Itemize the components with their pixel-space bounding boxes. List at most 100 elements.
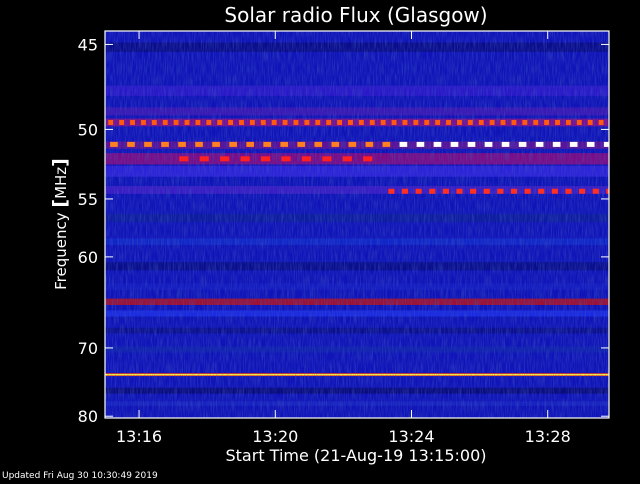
pulse-mark-0-41 xyxy=(555,119,560,125)
pulse-mark-0-13 xyxy=(249,119,255,125)
pulse-mark-0-5 xyxy=(162,119,168,125)
pulse-mark-0-42 xyxy=(565,119,571,125)
chart-title: Solar radio Flux (Glasgow) xyxy=(224,3,487,27)
pulse-mark-0-21 xyxy=(337,119,343,125)
pulse-mark-0-38 xyxy=(522,119,528,125)
pulse-mark-4-3 xyxy=(429,188,436,194)
pulse-mark-4-14 xyxy=(579,188,586,194)
pulse-mark-3-3 xyxy=(240,156,250,162)
pulse-mark-0-12 xyxy=(239,119,244,125)
pulse-mark-0-20 xyxy=(326,119,332,125)
pulse-mark-1-8 xyxy=(246,141,254,147)
pulse-mark-2-3 xyxy=(450,141,459,147)
pulse-mark-0-1 xyxy=(119,119,125,125)
pulse-mark-2-8 xyxy=(535,141,544,147)
updated-timestamp: Updated Fri Aug 30 10:30:49 2019 xyxy=(2,471,158,480)
pulse-mark-0-17 xyxy=(293,119,299,125)
pulse-mark-4-15 xyxy=(592,188,599,194)
pulse-row-2 xyxy=(399,141,609,147)
pulse-mark-0-29 xyxy=(424,119,430,125)
pulse-mark-0-6 xyxy=(173,119,179,125)
pulse-mark-1-16 xyxy=(382,141,391,147)
pulse-mark-1-4 xyxy=(178,141,186,147)
pulse-mark-0-40 xyxy=(544,119,550,125)
pulse-mark-0-27 xyxy=(402,119,408,125)
pulse-mark-0-3 xyxy=(140,119,146,125)
y-tick-label-4: 70 xyxy=(78,339,98,358)
pulse-mark-0-25 xyxy=(380,119,386,125)
pulse-mark-0-0 xyxy=(108,119,114,125)
pulse-mark-3-5 xyxy=(281,156,291,162)
pulse-mark-0-22 xyxy=(348,119,353,125)
pulse-mark-2-6 xyxy=(501,141,510,147)
pulse-mark-1-7 xyxy=(229,141,237,147)
pulse-mark-0-11 xyxy=(228,119,234,125)
pulse-mark-4-16 xyxy=(606,188,609,194)
y-axis: 45 50 55 60 70 80 xyxy=(78,35,609,426)
pulse-mark-0-36 xyxy=(500,119,506,125)
pulse-row-0 xyxy=(108,119,604,125)
pulse-mark-1-1 xyxy=(127,141,135,147)
pulse-mark-0-28 xyxy=(413,119,419,125)
y-tick-label-2: 55 xyxy=(78,190,98,209)
x-axis: 13:16 13:20 13:24 13:28 xyxy=(116,31,571,446)
pulse-mark-3-0 xyxy=(179,156,189,162)
pulse-mark-1-13 xyxy=(331,141,340,147)
pulse-mark-4-6 xyxy=(470,188,477,194)
pulse-mark-1-12 xyxy=(314,141,323,147)
pulse-mark-0-35 xyxy=(489,119,495,125)
pulse-mark-1-2 xyxy=(144,141,152,147)
x-tick-label-1: 13:20 xyxy=(252,427,298,446)
y-axis-label-text: Frequency xyxy=(52,208,70,290)
pulse-mark-2-10 xyxy=(569,141,578,147)
pulse-mark-0-14 xyxy=(260,119,266,125)
pulse-mark-1-6 xyxy=(212,141,220,147)
plot-area xyxy=(105,31,609,418)
pulse-rows xyxy=(108,119,609,194)
y-axis-label-unit: MHz xyxy=(52,167,70,199)
x-tick-label-3: 13:28 xyxy=(525,427,571,446)
pulse-mark-4-5 xyxy=(456,188,463,194)
pulse-mark-0-7 xyxy=(184,119,190,125)
pulse-mark-1-5 xyxy=(195,141,203,147)
pulse-mark-4-11 xyxy=(538,188,545,194)
pulse-mark-0-30 xyxy=(435,119,441,125)
y-axis-bracket-close: ] xyxy=(49,158,71,167)
pulse-mark-3-6 xyxy=(301,156,312,162)
pulse-mark-3-9 xyxy=(363,156,373,162)
pulse-mark-4-10 xyxy=(524,188,531,194)
pulse-mark-4-1 xyxy=(401,188,409,194)
pulse-mark-0-24 xyxy=(369,119,375,125)
pulse-mark-0-10 xyxy=(217,119,223,125)
pulse-mark-2-1 xyxy=(416,141,425,147)
pulse-mark-0-23 xyxy=(358,119,364,125)
pulse-mark-1-15 xyxy=(365,141,374,147)
pulse-mark-2-7 xyxy=(518,141,527,147)
y-tick-label-3: 60 xyxy=(78,248,98,267)
pulse-mark-0-19 xyxy=(315,119,321,125)
pulse-row-1 xyxy=(110,141,391,147)
pulse-mark-4-12 xyxy=(551,188,558,194)
pulse-mark-0-26 xyxy=(391,119,397,125)
x-tick-label-0: 13:16 xyxy=(116,427,162,446)
pulse-mark-2-2 xyxy=(433,141,442,147)
pulse-mark-0-9 xyxy=(206,119,212,125)
pulse-mark-0-39 xyxy=(533,119,539,125)
pulse-mark-3-8 xyxy=(342,156,352,162)
y-tick-label-0: 45 xyxy=(78,35,98,54)
pulse-mark-0-8 xyxy=(195,119,201,125)
y-tick-label-5: 80 xyxy=(78,407,98,426)
pulse-mark-1-9 xyxy=(263,141,272,147)
pulse-mark-0-31 xyxy=(446,119,451,125)
pulse-mark-3-1 xyxy=(199,156,209,162)
pulse-mark-1-0 xyxy=(110,141,118,147)
x-axis-label: Start Time (21-Aug-19 13:15:00) xyxy=(226,446,487,465)
noise-texture xyxy=(105,31,609,418)
pulse-mark-2-4 xyxy=(467,141,476,147)
pulse-mark-4-9 xyxy=(510,188,518,194)
pulse-mark-0-44 xyxy=(587,119,593,125)
pulse-row-3 xyxy=(179,156,373,162)
pulse-mark-2-11 xyxy=(586,141,595,147)
